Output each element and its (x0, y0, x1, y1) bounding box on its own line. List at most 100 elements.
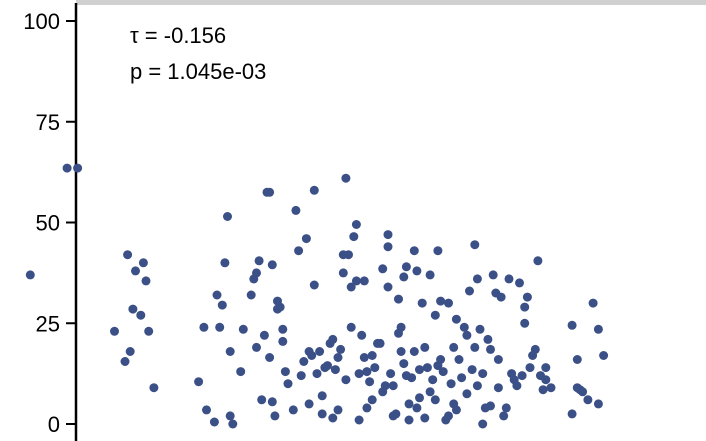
data-point (470, 240, 480, 250)
data-point (265, 353, 275, 362)
data-point (496, 292, 506, 302)
data-point (110, 326, 119, 336)
data-point (501, 403, 511, 413)
data-point (412, 403, 422, 413)
data-point (225, 411, 235, 421)
data-point (420, 413, 430, 423)
data-point (351, 276, 361, 286)
data-point (354, 415, 364, 425)
data-point (378, 264, 388, 274)
y-tick-label: 0 (48, 412, 60, 437)
data-point (396, 322, 406, 332)
data-point (583, 395, 593, 405)
data-point (275, 302, 285, 312)
data-point (346, 322, 356, 332)
data-point (131, 266, 140, 276)
data-point (141, 276, 151, 286)
data-point (422, 363, 432, 373)
data-point (73, 163, 83, 173)
data-point (462, 389, 472, 399)
data-point (404, 415, 414, 425)
data-point (478, 369, 488, 379)
data-point (593, 399, 603, 409)
data-point (296, 371, 306, 381)
data-point (578, 387, 588, 397)
data-point (254, 256, 264, 266)
data-point (338, 268, 348, 278)
data-point (309, 185, 319, 195)
data-point (567, 320, 577, 330)
data-point (433, 246, 443, 256)
data-point (362, 367, 372, 377)
data-point (388, 381, 398, 391)
data-point (486, 401, 495, 411)
data-point (446, 379, 456, 389)
data-point (572, 355, 582, 364)
data-point (401, 262, 411, 272)
data-point (599, 351, 609, 360)
data-point (278, 336, 288, 346)
data-point (420, 342, 430, 352)
data-point (499, 411, 509, 421)
data-point (383, 230, 393, 240)
data-point (541, 375, 551, 385)
data-point (344, 250, 353, 260)
data-point (367, 395, 377, 405)
data-point (123, 250, 133, 260)
data-point (215, 322, 225, 332)
data-point (567, 409, 577, 419)
data-point (120, 357, 130, 366)
data-point (391, 409, 401, 419)
data-point (436, 355, 446, 364)
data-point (307, 351, 317, 360)
data-point (309, 280, 319, 290)
data-point (359, 353, 369, 362)
data-point (209, 417, 219, 427)
data-point (270, 411, 280, 421)
data-point (25, 270, 35, 280)
data-point (267, 397, 277, 407)
data-point (217, 300, 227, 310)
data-point (220, 258, 230, 268)
data-point (370, 363, 380, 373)
data-point (409, 246, 419, 256)
data-point (333, 405, 343, 415)
data-point (357, 330, 367, 340)
data-point (315, 347, 325, 356)
data-point (415, 365, 424, 375)
tau-annotation: τ = -0.156 (130, 23, 226, 48)
data-point (472, 274, 482, 284)
data-point (436, 296, 446, 306)
data-point (546, 383, 556, 393)
data-point (465, 286, 474, 296)
data-point (493, 383, 503, 393)
data-point (265, 187, 275, 197)
data-point (383, 242, 393, 252)
data-point (301, 234, 311, 244)
data-point (362, 403, 372, 413)
data-point (504, 274, 514, 284)
p-value-annotation: p = 1.045e-03 (130, 59, 266, 84)
data-point (538, 385, 548, 395)
data-point (409, 347, 419, 356)
data-point (252, 342, 261, 352)
data-point (317, 391, 327, 401)
data-point (462, 330, 472, 340)
data-point (367, 351, 377, 360)
data-point (149, 383, 159, 393)
y-tick-label: 25 (36, 311, 60, 336)
data-point (454, 355, 464, 364)
data-point (199, 322, 209, 332)
data-point (365, 377, 375, 387)
data-point (438, 367, 448, 377)
data-point (212, 290, 222, 300)
data-point (128, 304, 138, 314)
data-point (451, 314, 461, 324)
data-point (328, 334, 338, 344)
data-point (428, 375, 438, 385)
data-point (202, 405, 211, 415)
data-point (522, 292, 532, 302)
data-point (444, 411, 453, 421)
data-point (294, 246, 304, 256)
